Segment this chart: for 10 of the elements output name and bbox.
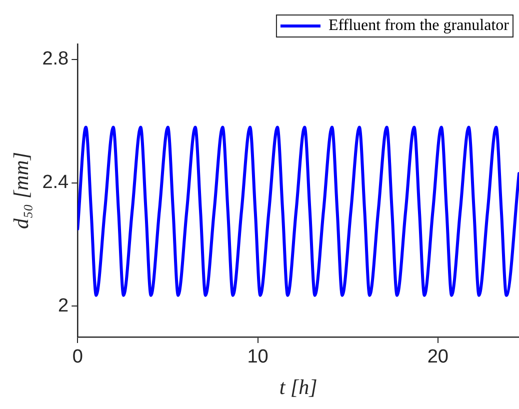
y-axis-title: d₅₀ [mm] bbox=[9, 152, 34, 230]
legend-label: Effluent from the granulator bbox=[328, 17, 510, 34]
x-axis-title: t [h] bbox=[279, 374, 318, 399]
x-tick-label: 20 bbox=[427, 346, 448, 368]
line-series bbox=[78, 126, 519, 297]
x-tick-label: 10 bbox=[247, 346, 268, 368]
y-tick-label: 2.4 bbox=[42, 172, 70, 194]
y-tick-label: 2 bbox=[58, 295, 69, 316]
x-tick-label: 0 bbox=[72, 346, 83, 368]
y-tick-label: 2.8 bbox=[42, 48, 69, 70]
